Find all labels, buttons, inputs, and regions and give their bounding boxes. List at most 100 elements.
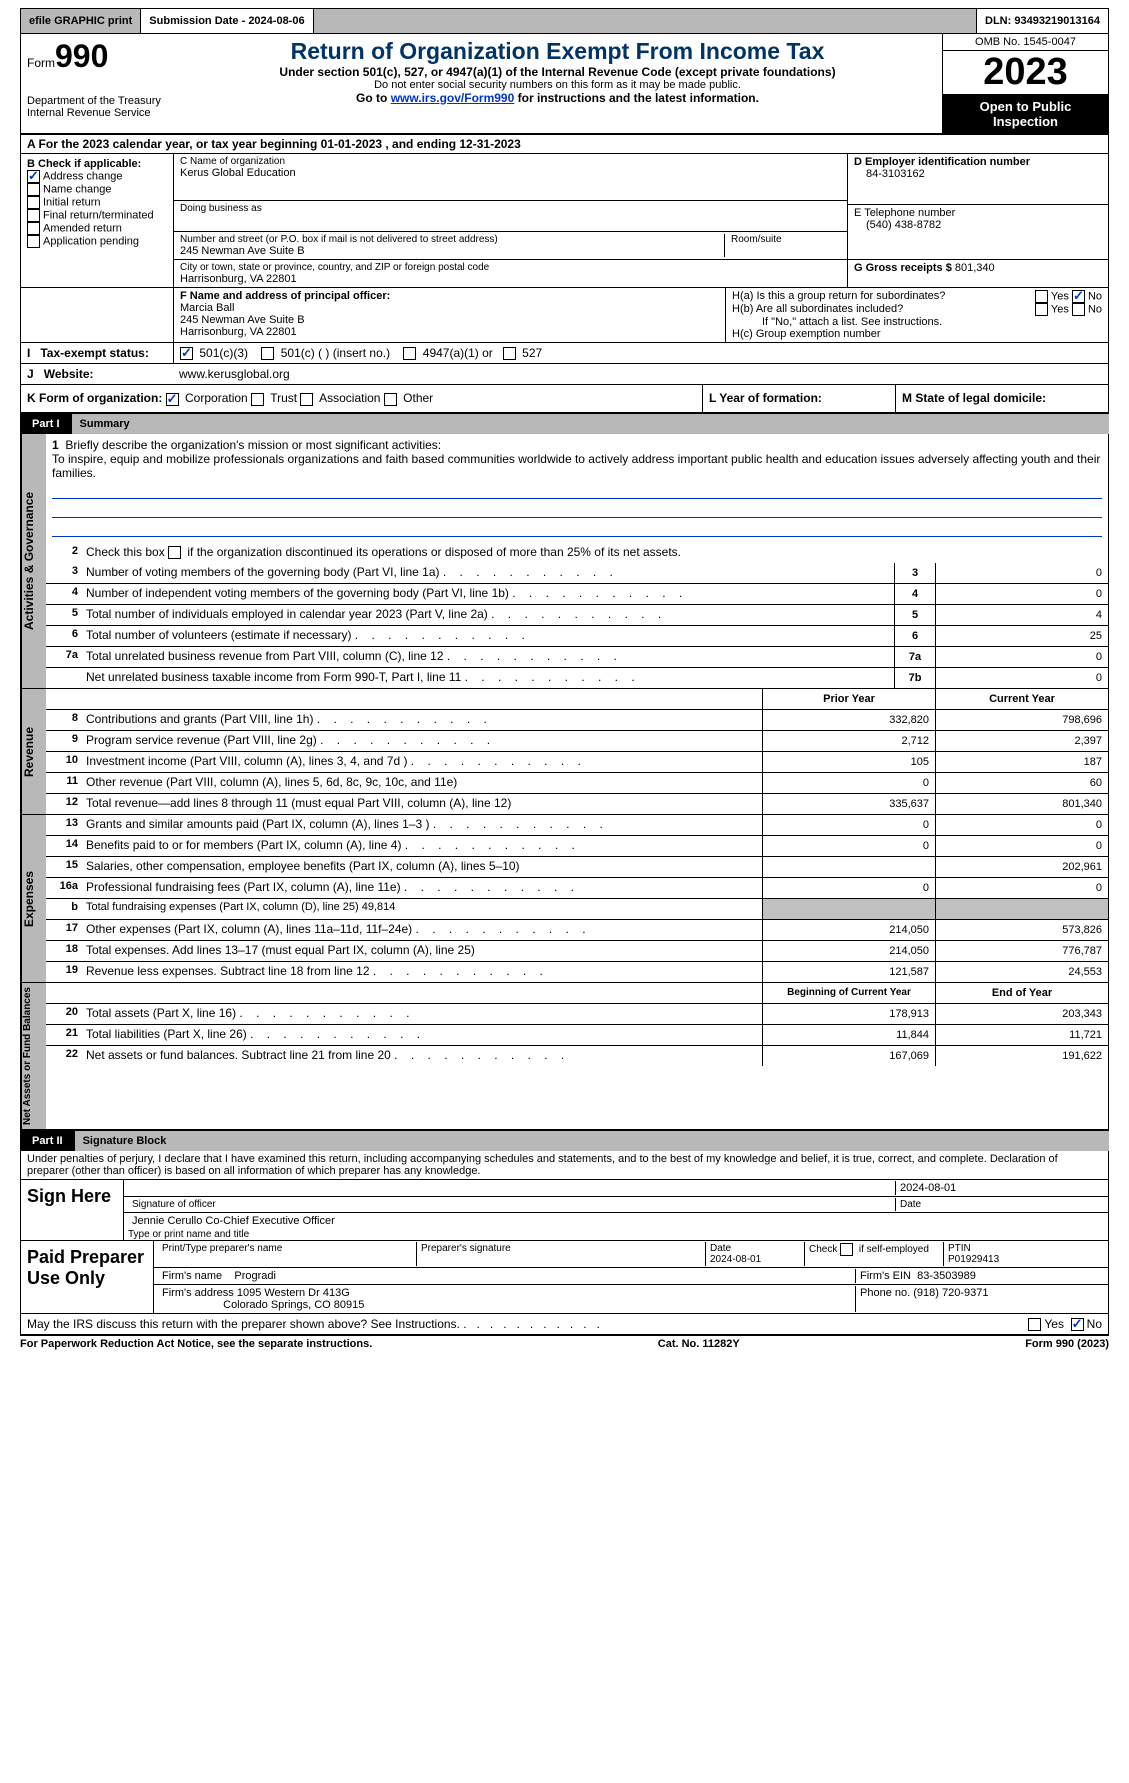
form-number: 990: [55, 38, 108, 74]
line11-current: 60: [935, 773, 1108, 793]
part1-header: Part I Summary: [20, 414, 1109, 434]
gross-receipts-value: 801,340: [955, 262, 995, 274]
line14-label: Benefits paid to or for members (Part IX…: [82, 836, 762, 856]
line9-current: 2,397: [935, 731, 1108, 751]
firm-phone-label: Phone no.: [860, 1287, 910, 1299]
final-return-checkbox[interactable]: [27, 209, 40, 222]
line22-label: Net assets or fund balances. Subtract li…: [82, 1046, 762, 1066]
box-f: F Name and address of principal officer:…: [173, 288, 725, 342]
line7b-label: Net unrelated business taxable income fr…: [82, 668, 894, 688]
line14-prior: 0: [762, 836, 935, 856]
type-name-label: Type or print name and title: [124, 1229, 1108, 1240]
gross-receipts-label: G Gross receipts $: [854, 262, 952, 274]
line2-label: Check this box: [86, 545, 168, 559]
line2-checkbox[interactable]: [168, 546, 181, 559]
sign-here-label: Sign Here: [21, 1180, 123, 1240]
ij-row: I Tax-exempt status: 501(c)(3) 501(c) ( …: [20, 343, 1109, 364]
address-change-checkbox[interactable]: [27, 170, 40, 183]
ha-yes-label: Yes: [1051, 290, 1069, 302]
discuss-yes-checkbox[interactable]: [1028, 1318, 1041, 1331]
hb-yes-checkbox[interactable]: [1035, 303, 1048, 316]
sign-date: 2024-08-01: [895, 1181, 1104, 1195]
top-toolbar: efile GRAPHIC print Submission Date - 20…: [20, 8, 1109, 34]
line7a-value: 0: [935, 647, 1108, 667]
line17-label: Other expenses (Part IX, column (A), lin…: [82, 920, 762, 940]
527-label: 527: [522, 346, 542, 360]
4947-checkbox[interactable]: [403, 347, 416, 360]
line13-label: Grants and similar amounts paid (Part IX…: [82, 815, 762, 835]
line18-prior: 214,050: [762, 941, 935, 961]
fh-left-blank: [21, 288, 173, 342]
501c3-checkbox[interactable]: [180, 347, 193, 360]
omb-number: OMB No. 1545-0047: [943, 34, 1108, 51]
hb-no-checkbox[interactable]: [1072, 303, 1085, 316]
trust-checkbox[interactable]: [251, 393, 264, 406]
header-left: Form990 Department of the Treasury Inter…: [21, 34, 173, 133]
line12-prior: 335,637: [762, 794, 935, 814]
line16b-current-shaded: [935, 899, 1108, 919]
hb-note: If "No," attach a list. See instructions…: [732, 316, 1102, 328]
ha-no-label: No: [1088, 290, 1102, 302]
other-checkbox[interactable]: [384, 393, 397, 406]
header-grid-bcdeg: B Check if applicable: Address change Na…: [20, 154, 1109, 288]
firm-phone-value: (918) 720-9371: [913, 1287, 988, 1299]
footer-mid: Cat. No. 11282Y: [658, 1338, 740, 1350]
governance-block: Activities & Governance 1 Briefly descri…: [20, 434, 1109, 689]
initial-return-checkbox[interactable]: [27, 196, 40, 209]
ha-no-checkbox[interactable]: [1072, 290, 1085, 303]
mission-rule: [52, 501, 1102, 518]
application-pending-checkbox[interactable]: [27, 235, 40, 248]
line22-prior: 167,069: [762, 1046, 935, 1066]
hdr-prior-year: Prior Year: [762, 689, 935, 709]
header-right: OMB No. 1545-0047 2023 Open to Public In…: [942, 34, 1108, 133]
link-suffix: for instructions and the latest informat…: [514, 91, 759, 105]
line11-prior: 0: [762, 773, 935, 793]
assoc-checkbox[interactable]: [300, 393, 313, 406]
room-label: Room/suite: [731, 234, 841, 245]
501c-checkbox[interactable]: [261, 347, 274, 360]
line4-value: 0: [935, 584, 1108, 604]
city-label: City or town, state or province, country…: [180, 262, 841, 273]
line9-prior: 2,712: [762, 731, 935, 751]
sign-here-block: Sign Here 2024-08-01 Signature of office…: [20, 1180, 1109, 1241]
ha-yes-checkbox[interactable]: [1035, 290, 1048, 303]
officer-name-value: Jennie Cerullo Co-Chief Executive Office…: [128, 1214, 339, 1228]
line10-label: Investment income (Part VIII, column (A)…: [82, 752, 762, 772]
website-label: Website:: [44, 367, 94, 381]
line3-num: 3: [894, 563, 935, 583]
527-checkbox[interactable]: [503, 347, 516, 360]
line10-current: 187: [935, 752, 1108, 772]
firm-addr1: 1095 Western Dr 413G: [237, 1287, 350, 1299]
dba-label: Doing business as: [180, 203, 841, 214]
street-value: 245 Newman Ave Suite B: [180, 245, 724, 257]
expenses-block: Expenses 13Grants and similar amounts pa…: [20, 815, 1109, 983]
part2-header: Part II Signature Block: [20, 1131, 1109, 1151]
name-change-checkbox[interactable]: [27, 183, 40, 196]
irs-link[interactable]: www.irs.gov/Form990: [391, 91, 515, 105]
phone-value: (540) 438-8782: [854, 219, 1102, 231]
efile-label: efile GRAPHIC print: [21, 9, 141, 33]
dept-label: Department of the Treasury Internal Reve…: [27, 95, 167, 119]
line19-prior: 121,587: [762, 962, 935, 982]
firm-addr-label: Firm's address: [162, 1287, 234, 1299]
prep-date-value: 2024-08-01: [710, 1254, 761, 1265]
part1-title: Summary: [72, 414, 1109, 434]
dln-label: DLN: 93493219013164: [976, 9, 1108, 33]
line7a-num: 7a: [894, 647, 935, 667]
mission-text: To inspire, equip and mobilize professio…: [52, 452, 1100, 480]
firm-addr2: Colorado Springs, CO 80915: [223, 1299, 364, 1311]
line7a-label: Total unrelated business revenue from Pa…: [82, 647, 894, 667]
line15-current: 202,961: [935, 857, 1108, 877]
box-deg: D Employer identification number 84-3103…: [847, 154, 1108, 287]
self-employed-checkbox[interactable]: [840, 1243, 853, 1256]
discuss-no-checkbox[interactable]: [1071, 1318, 1084, 1331]
form-page: efile GRAPHIC print Submission Date - 20…: [0, 0, 1129, 1360]
footer-right: Form 990 (2023): [1025, 1338, 1109, 1350]
line5-value: 4: [935, 605, 1108, 625]
discuss-label: May the IRS discuss this return with the…: [27, 1317, 460, 1331]
address-change-label: Address change: [43, 170, 123, 182]
amended-checkbox[interactable]: [27, 222, 40, 235]
part2-title: Signature Block: [75, 1131, 1109, 1151]
tax-exempt-label: Tax-exempt status:: [40, 346, 148, 360]
corp-checkbox[interactable]: [166, 393, 179, 406]
